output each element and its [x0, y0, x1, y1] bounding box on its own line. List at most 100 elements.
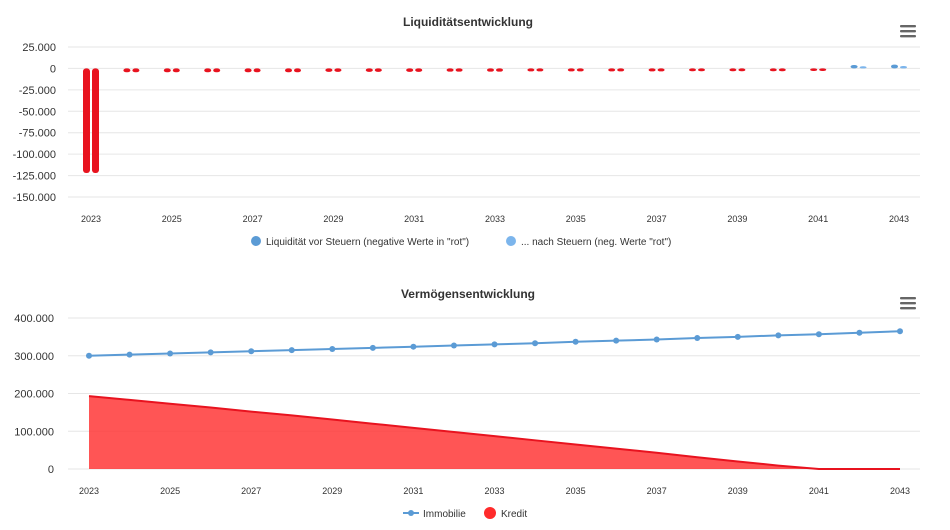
immobilie-point [450, 342, 457, 349]
liquidity-bar [859, 66, 867, 69]
x-tick-label: 2035 [566, 486, 586, 496]
x-tick-label: 2037 [647, 486, 667, 496]
x-tick-label: 2033 [485, 214, 505, 224]
y-tick-label: -50.000 [19, 106, 56, 118]
immobilie-point [167, 350, 174, 357]
legend-marker [506, 236, 516, 246]
immobilie-point [734, 333, 741, 340]
liquidity-bar [123, 68, 131, 73]
liquidity-bar [648, 68, 656, 72]
y-tick-label: 200.000 [14, 389, 54, 401]
legend-item-liq-vor[interactable]: Liquidität vor Steuern (negative Werte i… [251, 236, 469, 248]
immobilie-point [532, 340, 539, 347]
liquidity-bars [83, 64, 907, 173]
x-tick-label: 2043 [889, 214, 909, 224]
liquidity-bar [536, 68, 544, 72]
immobilie-point [369, 344, 376, 351]
liquidity-chart: Liquiditätsentwicklung 25.000 0 -25.000 -50… [13, 15, 920, 248]
immobilie-point [288, 347, 295, 354]
y-tick-label: -125.000 [13, 171, 56, 183]
liquidity-bar [204, 68, 212, 73]
liquidity-bar [334, 68, 342, 72]
immobilie-point [491, 341, 498, 348]
immobilie-point [207, 349, 214, 356]
x-tick-label: 2029 [322, 486, 342, 496]
liquidity-bar [365, 68, 373, 72]
x-tick-label: 2039 [728, 486, 748, 496]
liquidity-bar [891, 64, 898, 69]
immobilie-point [897, 328, 903, 335]
kredit-area [89, 396, 900, 469]
x-tick-label: 2025 [160, 486, 180, 496]
liquidity-bar [698, 68, 705, 72]
liquidity-bar [415, 68, 423, 72]
liquidity-bar [487, 68, 494, 72]
y-tick-label: 100.000 [14, 426, 54, 438]
immobilie-point [572, 338, 579, 345]
legend-item-kredit[interactable]: Kredit [484, 507, 527, 520]
liquidity-bar [900, 66, 907, 69]
liquidity-bar [253, 68, 261, 73]
liquidity-bar [172, 68, 180, 73]
immobilie-point [329, 345, 336, 352]
liquidity-bar [657, 68, 665, 72]
immobilie-point [856, 329, 863, 336]
hamburger-menu-icon[interactable] [900, 25, 916, 38]
x-tick-label: 2039 [727, 214, 747, 224]
x-tick-label: 2033 [484, 486, 504, 496]
liquidity-bar [689, 68, 696, 72]
legend-item-liq-nach[interactable]: ... nach Steuern (neg. Werte "rot") [506, 236, 671, 248]
liquidity-bar [163, 68, 171, 73]
y-tick-label: -75.000 [19, 128, 56, 140]
hamburger-menu-icon[interactable] [900, 297, 916, 310]
x-tick-label: 2041 [809, 486, 829, 496]
y-tick-label: 300.000 [14, 351, 54, 363]
x-tick-label: 2037 [647, 214, 667, 224]
liquidity-grid [68, 46, 920, 198]
immobilie-point [653, 336, 660, 343]
immobilie-point [613, 337, 620, 344]
x-tick-label: 2041 [808, 214, 828, 224]
y-tick-label: 400.000 [14, 313, 54, 325]
liquidity-y-axis: 25.000 0 -25.000 -50.000 -75.000 -100.000 -125… [13, 42, 56, 204]
y-tick-label: -25.000 [19, 85, 56, 97]
immobilie-point [815, 331, 822, 338]
x-tick-label: 2027 [241, 486, 261, 496]
liquidity-bar [850, 65, 858, 69]
legend-item-immobilie[interactable]: Immobilie [403, 509, 466, 520]
liquidity-bar [455, 68, 463, 72]
liquidity-bar [374, 68, 382, 72]
legend-label: Immobilie [423, 509, 466, 520]
liquidity-bar [819, 68, 827, 71]
immobilie-point [86, 352, 92, 359]
liquidity-bar [567, 68, 575, 72]
wealth-legend: Immobilie Kredit [403, 507, 527, 520]
wealth-y-axis: 400.000 300.000 200.000 100.000 0 [14, 313, 54, 476]
liquidity-bar [810, 68, 818, 71]
x-tick-label: 2027 [243, 214, 263, 224]
x-tick-label: 2025 [162, 214, 182, 224]
y-tick-label: 0 [50, 63, 56, 75]
immobilie-point [410, 343, 417, 350]
liquidity-bar [92, 68, 99, 173]
legend-marker [251, 236, 261, 246]
liquidity-bar [446, 68, 454, 72]
legend-marker [484, 507, 496, 519]
x-tick-label: 2035 [566, 214, 586, 224]
liquidity-bar [778, 68, 786, 72]
liquidity-x-axis: 2023 2025 2027 2029 2031 2033 2035 2037 2039 2041… [81, 214, 909, 224]
wealth-chart: Vermögensentwicklung 400.000 300.000 200.0… [14, 287, 920, 520]
liquidity-bar [738, 68, 746, 72]
legend-label: Liquidität vor Steuern (negative Werte i… [266, 237, 469, 248]
liquidity-bar [132, 68, 140, 73]
liquidity-bar [576, 68, 584, 72]
x-tick-label: 2031 [404, 214, 424, 224]
y-tick-label: 25.000 [22, 42, 56, 54]
immobilie-point [126, 351, 133, 358]
y-tick-label: -100.000 [13, 149, 56, 161]
liquidity-bar [769, 68, 777, 72]
kredit-line [88, 395, 900, 470]
x-tick-label: 2029 [323, 214, 343, 224]
legend-label: ... nach Steuern (neg. Werte "rot") [521, 237, 671, 248]
